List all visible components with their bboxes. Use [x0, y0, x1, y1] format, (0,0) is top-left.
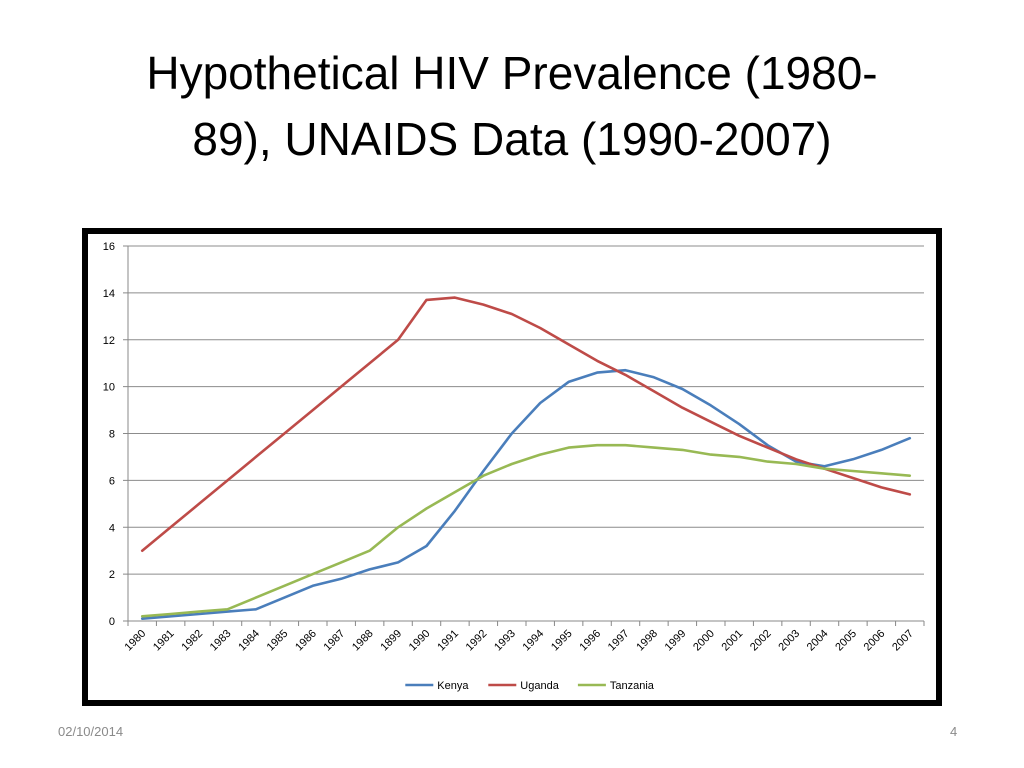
- x-tick-label: 1899: [378, 628, 404, 654]
- x-tick-label: 2006: [862, 628, 888, 654]
- legend-item-uganda: Uganda: [488, 680, 560, 692]
- slide-title-line-2: 89), UNAIDS Data (1990-2007): [192, 113, 832, 165]
- x-tick-label: 1986: [293, 628, 319, 654]
- chart-frame: 0 2 4 6 8 10 12 14 16 1980 1981 1982 1983 1984 1985 198…: [82, 228, 942, 706]
- x-tick-label: 1985: [265, 628, 291, 654]
- legend-label: Uganda: [520, 680, 559, 692]
- x-tick-label: 1988: [350, 628, 376, 654]
- x-tick-label: 1998: [634, 628, 660, 654]
- y-tick-label: 10: [103, 382, 115, 394]
- y-tick-label: 12: [103, 335, 115, 347]
- x-tick-label: 1994: [521, 628, 547, 654]
- slide-date: 02/10/2014: [58, 724, 124, 739]
- x-tick-label: 1996: [577, 628, 603, 654]
- x-tick-label: 1992: [464, 628, 490, 654]
- legend-item-kenya: Kenya: [405, 680, 469, 692]
- y-tick-label: 14: [103, 288, 115, 300]
- y-tick-label: 16: [103, 241, 115, 253]
- x-tick-label: 2002: [748, 628, 774, 654]
- x-tick-label: 1984: [236, 628, 262, 654]
- x-tick-label: 1993: [492, 628, 518, 654]
- x-tick-label: 1990: [407, 628, 433, 654]
- x-tick-label: 2003: [776, 628, 802, 654]
- x-tick-label: 2004: [805, 628, 831, 654]
- slide-title: Hypothetical HIV Prevalence (1980- 89), …: [80, 40, 944, 172]
- legend-item-tanzania: Tanzania: [577, 680, 655, 692]
- y-tick-label: 0: [109, 616, 115, 628]
- series-line-uganda: [140, 296, 912, 552]
- x-tick-label: 1991: [435, 628, 461, 654]
- legend-label: Kenya: [437, 680, 469, 692]
- x-tick-label: 2000: [691, 628, 717, 654]
- y-tick-label: 8: [109, 429, 115, 441]
- x-tick-label: 1981: [151, 628, 177, 654]
- y-tick-label: 6: [109, 475, 115, 487]
- x-tick-label: 1982: [179, 628, 205, 654]
- x-tick-label: 1980: [123, 628, 149, 654]
- y-tick-label: 4: [109, 522, 115, 534]
- slide-page-number: 4: [950, 724, 958, 739]
- series-line-kenya: [140, 368, 912, 620]
- x-tick-label: 1999: [663, 628, 689, 654]
- x-tick-label: 1983: [208, 628, 234, 654]
- y-tick-label: 2: [109, 569, 115, 581]
- series-line-tanzania: [140, 443, 912, 618]
- x-tick-label: 1987: [322, 628, 348, 654]
- slide-title-line-1: Hypothetical HIV Prevalence (1980-: [146, 47, 878, 99]
- x-tick-label: 1995: [549, 628, 575, 654]
- legend-label: Tanzania: [610, 680, 655, 692]
- x-tick-label: 2007: [890, 628, 916, 654]
- x-tick-label: 1997: [606, 628, 632, 654]
- x-tick-label: 2005: [833, 628, 859, 654]
- x-tick-label: 2001: [720, 628, 746, 654]
